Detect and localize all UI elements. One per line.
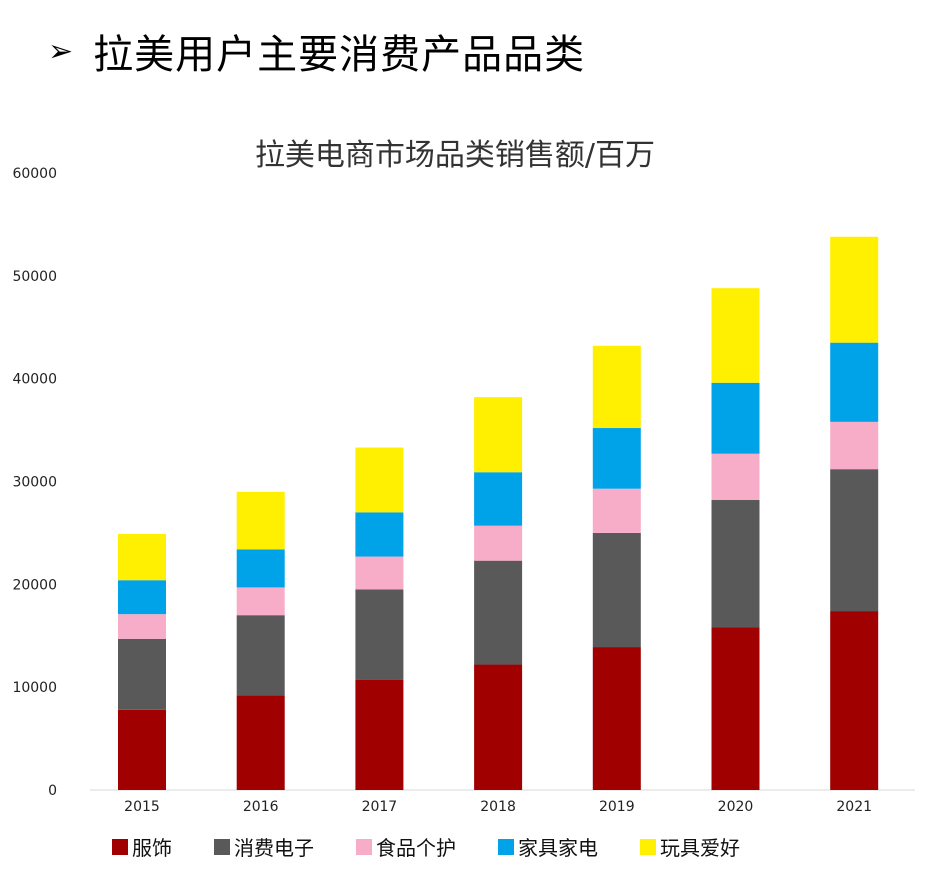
x-tick-label: 2021 [836,799,872,815]
bar-segment-2020-消费电子 [711,500,760,628]
bar-segment-2018-玩具爱好 [474,397,523,473]
legend-label: 消费电子 [234,836,314,860]
bar-segment-2018-食品个护 [474,525,523,561]
slide-title: 拉美用户主要消费产品品类 [93,32,586,78]
y-tick-label: 30000 [12,475,57,491]
legend-item: 食品个护 [356,832,456,861]
y-tick-label: 60000 [12,166,57,182]
bar-segment-2020-家具家电 [711,382,760,454]
bar-segment-2017-服饰 [355,679,404,790]
bar-segment-2020-玩具爱好 [711,288,760,383]
bar-segment-2017-玩具爱好 [355,447,404,513]
bar-segment-2019-服饰 [592,647,641,790]
bar-segment-2015-食品个护 [118,614,166,639]
bar-segment-2019-消费电子 [592,532,641,648]
legend-item: 玩具爱好 [640,832,740,861]
legend-item: 服饰 [112,832,172,861]
bar-segment-2019-食品个护 [592,488,641,533]
bar-segment-2016-服饰 [236,695,285,790]
bar-segment-2017-食品个护 [355,556,404,590]
bar-segment-2021-消费电子 [830,469,879,612]
bar-segment-2016-食品个护 [236,587,285,616]
y-tick-label: 0 [48,783,57,799]
x-tick-label: 2019 [599,799,635,815]
bar-segment-2020-食品个护 [711,453,760,501]
bar-segment-2020-服饰 [711,627,760,790]
y-tick-label: 10000 [12,680,57,696]
bar-segment-2017-家具家电 [355,512,404,557]
legend-swatch [356,838,372,855]
x-tick-label: 2018 [480,799,516,815]
bar-segment-2019-玩具爱好 [592,345,641,429]
x-tick-label: 2016 [243,799,279,815]
legend-label: 家具家电 [518,836,598,860]
x-tick-label: 2015 [124,799,160,815]
bar-segment-2018-消费电子 [474,560,523,665]
legend-swatch [214,838,230,855]
bar-segment-2016-玩具爱好 [236,491,285,550]
y-tick-label: 40000 [12,372,57,388]
bar-segment-2017-消费电子 [355,589,404,680]
legend-label: 食品个护 [376,836,456,860]
bar-segment-2015-消费电子 [118,638,166,710]
x-tick-label: 2020 [718,799,754,815]
legend-item: 消费电子 [214,832,314,861]
bar-segment-2016-家具家电 [236,549,285,588]
bar-segment-2021-玩具爱好 [830,236,879,343]
y-tick-label: 20000 [12,577,57,593]
bar-segment-2015-玩具爱好 [118,533,166,581]
x-tick-label: 2017 [362,799,398,815]
legend-swatch [640,838,656,855]
legend-label: 服饰 [132,836,172,860]
bar-segment-2021-食品个护 [830,421,879,470]
bar-segment-2018-服饰 [474,664,523,790]
legend-item: 家具家电 [498,832,598,861]
bar-segment-2021-服饰 [830,611,879,790]
bar-segment-2015-服饰 [118,709,166,790]
bar-segment-2016-消费电子 [236,615,285,696]
legend-swatch [112,838,128,855]
legend-label: 玩具爱好 [660,836,740,860]
legend-swatch [498,838,514,855]
slide-header: ➢ 拉美用户主要消费产品品类 [48,22,585,80]
arrow-bullet-icon: ➢ [48,33,74,69]
bar-segment-2018-家具家电 [474,472,523,526]
y-tick-label: 50000 [12,269,57,285]
chart-legend: 服饰 消费电子 食品个护 家具家电 玩具爱好 [112,832,782,861]
bar-segment-2015-家具家电 [118,580,166,615]
bar-segment-2019-家具家电 [592,428,641,489]
bar-segment-2021-家具家电 [830,342,879,422]
chart-title: 拉美电商市场品类销售额/百万 [255,138,655,173]
